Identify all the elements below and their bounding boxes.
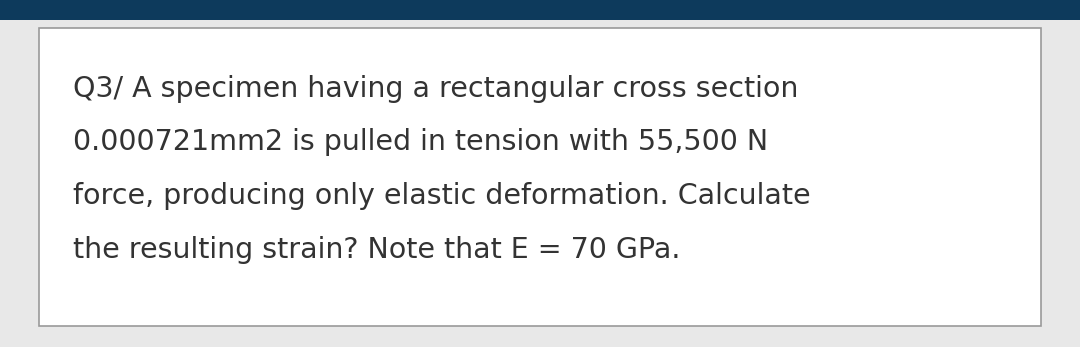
Text: force, producing only elastic deformation. Calculate: force, producing only elastic deformatio… — [73, 182, 811, 210]
Text: Q3/ A specimen having a rectangular cross section: Q3/ A specimen having a rectangular cros… — [73, 75, 799, 103]
Text: 0.000721mm2 is pulled in tension with 55,500 N: 0.000721mm2 is pulled in tension with 55… — [73, 128, 769, 156]
Text: the resulting strain? Note that E = 70 GPa.: the resulting strain? Note that E = 70 G… — [73, 236, 681, 264]
